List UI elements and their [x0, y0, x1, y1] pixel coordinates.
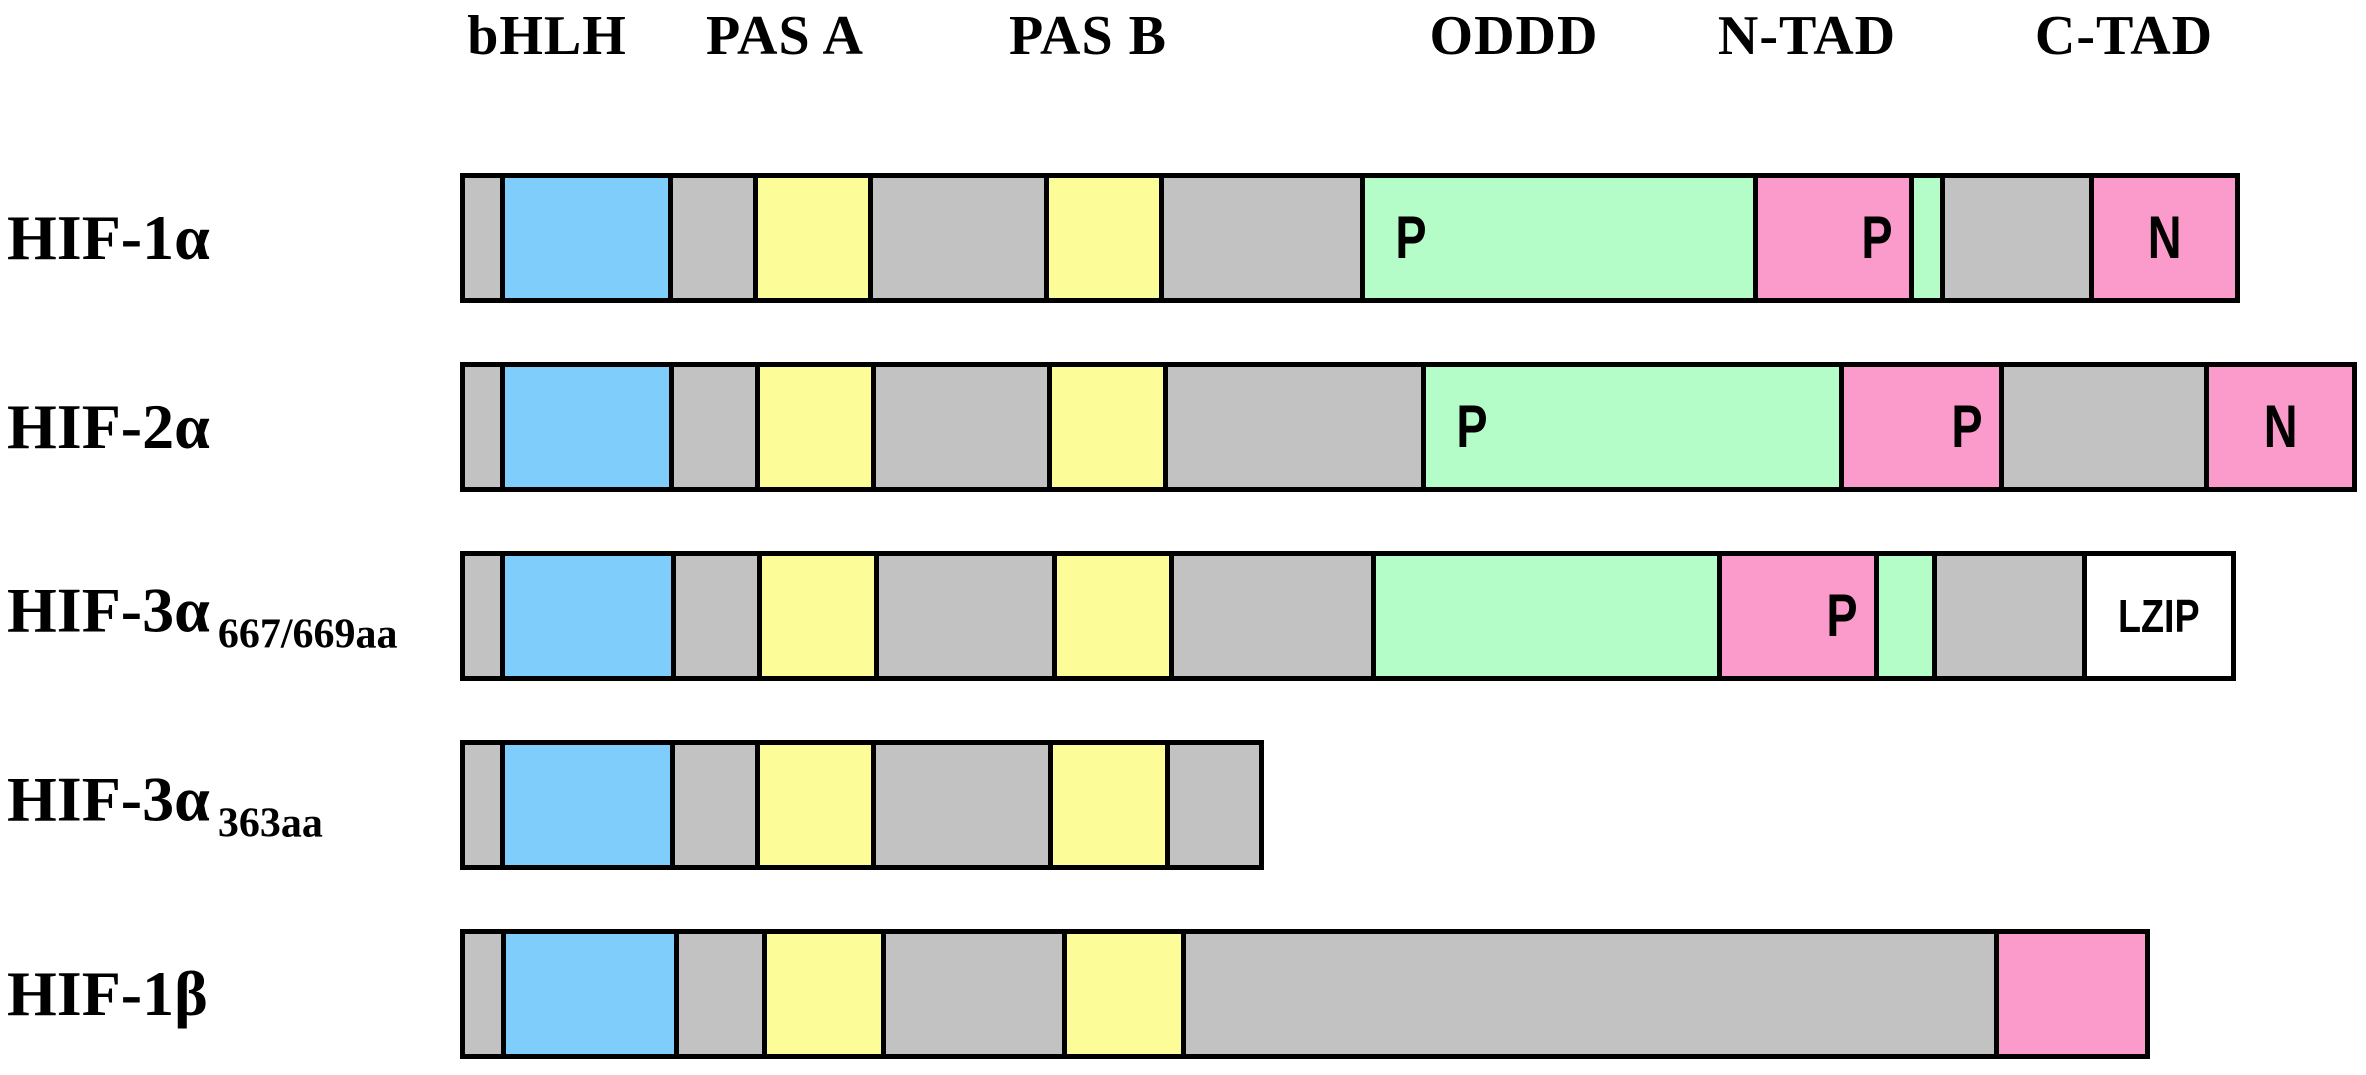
domain-segment-linker: [675, 556, 763, 676]
protein-name: HIF-2α: [7, 391, 210, 462]
domain-segment-ODDD: P: [1425, 367, 1844, 487]
column-label-bhlh: bHLH: [467, 5, 627, 67]
domain-segment-linker: [875, 367, 1053, 487]
domain-segment-N-TAD: P: [1721, 556, 1880, 676]
domain-segment-bHLH: [506, 934, 680, 1054]
domain-letter: N: [2263, 393, 2298, 460]
domain-segment-ODDD: [1376, 556, 1722, 676]
domain-segment-linker: [1174, 556, 1377, 676]
domain-segment-N-TAD: P: [1757, 178, 1915, 298]
protein-name: HIF-3α: [7, 763, 210, 835]
domain-letter: P: [1951, 393, 1983, 460]
domain-segment-bHLH: [505, 745, 675, 865]
column-label-pas-a: PAS A: [706, 5, 864, 67]
domain-segment-PAS-B: [1048, 178, 1164, 298]
domain-segment-n-terminus: [465, 556, 506, 676]
domain-letter: P: [1395, 204, 1427, 271]
protein-label: HIF-3α 667/669aa: [7, 574, 397, 659]
domain-letter: N: [2147, 204, 2182, 271]
domain-segment-linker: [879, 556, 1058, 676]
domain-segment-linker: [679, 934, 768, 1054]
domain-segment-PAS-A: [759, 367, 876, 487]
domain-segment-linker: [886, 934, 1068, 1054]
domain-segment-linker: [1945, 178, 2094, 298]
protein-bar: P LZIP: [460, 551, 2236, 681]
domain-segment-N-TAD: P: [1843, 367, 2004, 487]
domain-segment-linker: [674, 367, 760, 487]
domain-segment-n-terminus: [465, 367, 506, 487]
domain-segment-PAS-A: [760, 745, 877, 865]
column-label-pas-b: PAS B: [1009, 5, 1167, 67]
domain-segment-linker: [873, 178, 1049, 298]
domain-segment-odd-sliver: [1879, 556, 1938, 676]
protein-name: HIF-1β: [7, 958, 208, 1029]
column-label-n-tad: N-TAD: [1717, 5, 1897, 67]
domain-segment-n-terminus: [465, 178, 505, 298]
domain-segment-bHLH: [504, 178, 673, 298]
domain-letter: P: [1455, 393, 1488, 460]
domain-letter: P: [1861, 204, 1893, 271]
domain-letter: P: [1826, 582, 1859, 649]
protein-label: HIF-1α: [7, 201, 210, 275]
domain-segment-linker: [876, 745, 1054, 865]
domain-segment-bHLH: [505, 556, 676, 676]
protein-length-subscript: 363aa: [217, 800, 323, 847]
domain-segment-C-TAD: [1999, 934, 2146, 1054]
protein-name: HIF-3α: [7, 574, 210, 646]
domain-segment-PAS-B: [1053, 745, 1170, 865]
protein-label: HIF-3α 363aa: [7, 763, 323, 848]
domain-segment-linker: [1168, 367, 1426, 487]
domain-segment-n-terminus: [465, 745, 506, 865]
domain-segment-PAS-B: [1067, 934, 1187, 1054]
domain-segment-c-terminus: [1169, 745, 1259, 865]
domain-segment-linker: [674, 745, 761, 865]
protein-bar: [460, 929, 2150, 1059]
domain-segment-LZIP: LZIP: [2086, 556, 2231, 676]
domain-segment-linker: [1937, 556, 2087, 676]
domain-segment-n-terminus: [465, 934, 507, 1054]
protein-length-subscript: 667/669aa: [217, 611, 398, 658]
domain-segment-ODDD: P: [1364, 178, 1758, 298]
column-label-c-tad: C-TAD: [2034, 5, 2214, 67]
protein-label: HIF-1β: [7, 957, 208, 1031]
domain-segment-C-TAD: N: [2208, 367, 2353, 487]
domain-segment-PAS-B: [1057, 556, 1175, 676]
protein-label: HIF-2α: [7, 390, 210, 464]
domain-segment-linker: [1186, 934, 2000, 1054]
domain-segment-odd-sliver: [1914, 178, 1946, 298]
domain-segment-linker: [2003, 367, 2209, 487]
domain-segment-PAS-A: [757, 178, 874, 298]
domain-letter: LZIP: [2117, 590, 2200, 642]
domain-segment-linker: [672, 178, 758, 298]
domain-segment-linker: [1163, 178, 1365, 298]
protein-name: HIF-1α: [7, 202, 210, 273]
protein-bar: [460, 740, 1264, 870]
domain-segment-PAS-A: [767, 934, 887, 1054]
domain-segment-PAS-A: [762, 556, 880, 676]
column-label-oddd: ODDD: [1429, 5, 1599, 67]
domain-segment-PAS-B: [1052, 367, 1169, 487]
domain-segment-C-TAD: N: [2093, 178, 2235, 298]
domain-segment-bHLH: [505, 367, 675, 487]
